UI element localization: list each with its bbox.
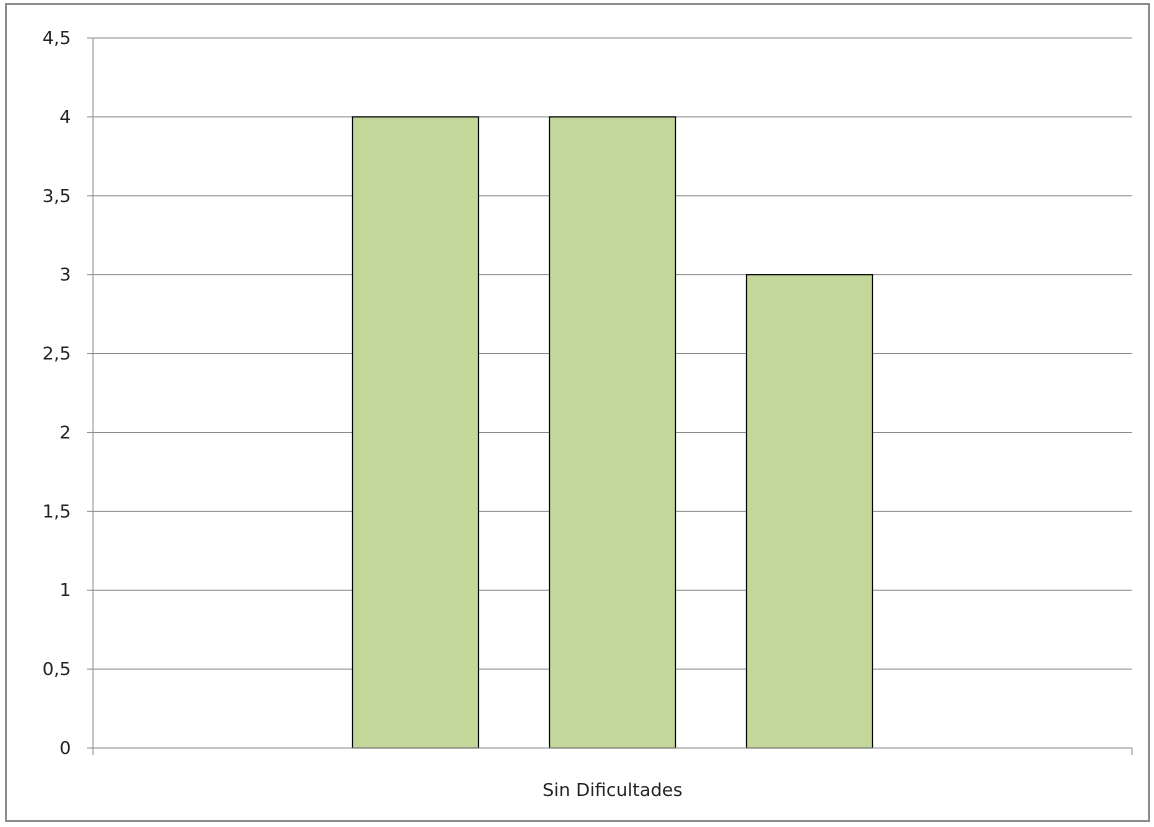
bars: [351, 116, 874, 749]
bar: [745, 274, 874, 749]
x-category-label: Sin Dificultades: [542, 780, 682, 801]
y-tick-label: 1,5: [42, 501, 71, 522]
y-tick-label: 2,5: [42, 344, 71, 365]
y-tick-label: 1: [60, 580, 71, 601]
y-tick-label: 2: [60, 422, 71, 443]
y-tick-label: 4,5: [42, 28, 71, 49]
y-tick-label: 3,5: [42, 186, 71, 207]
y-tick-label: 3: [60, 265, 71, 286]
bar: [351, 116, 480, 749]
axes: [87, 37, 1133, 755]
y-tick-label: 4: [60, 107, 71, 128]
labels: 0 0,5 1 1,5 2 2,5 3 3,5 4 4,5 Sin Dificultades: [42, 28, 682, 801]
y-tick-label: 0,5: [42, 659, 71, 680]
y-tick-label: 0: [60, 738, 71, 759]
bar: [548, 116, 677, 749]
